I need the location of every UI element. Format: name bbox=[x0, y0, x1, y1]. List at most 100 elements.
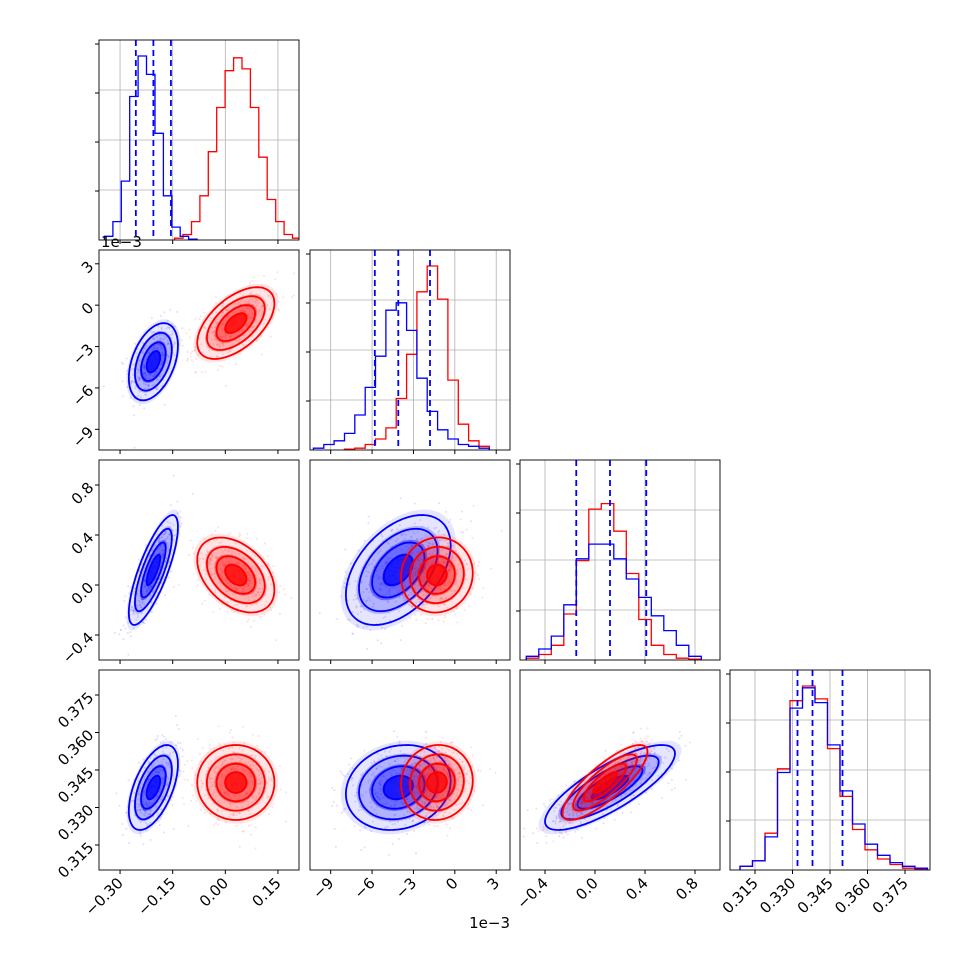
y-tick-label: −3 bbox=[69, 340, 97, 368]
scatter-point-series-a bbox=[192, 493, 194, 495]
scatter-point-series-b bbox=[250, 626, 252, 628]
scatter-point-series-a bbox=[558, 835, 560, 837]
scatter-point-series-a bbox=[170, 504, 172, 506]
scatter-point-series-b bbox=[285, 791, 287, 793]
scatter-point-series-b bbox=[182, 797, 184, 799]
scatter-point-series-b bbox=[444, 617, 446, 619]
scatter-point-series-a bbox=[581, 837, 583, 839]
scatter-point-series-b bbox=[279, 613, 281, 615]
scatter-point-series-b bbox=[248, 825, 250, 827]
scatter-point-series-b bbox=[447, 835, 449, 837]
scatter-point-series-a bbox=[689, 742, 691, 744]
scatter-point-series-a bbox=[630, 811, 632, 813]
scatter-point-series-a bbox=[182, 345, 184, 347]
scatter-point-series-b bbox=[222, 366, 224, 368]
y-tick-label: 3 bbox=[78, 257, 97, 276]
scatter-point-series-b bbox=[248, 619, 250, 621]
y-tick-label: −0.4 bbox=[59, 629, 97, 667]
y-tick-label: 0.330 bbox=[54, 801, 97, 844]
scatter-point-series-a bbox=[133, 447, 135, 449]
scatter-point-series-b bbox=[449, 827, 451, 829]
x-tick-label: 0.15 bbox=[248, 874, 284, 910]
scatter-point-series-a bbox=[161, 734, 163, 736]
scatter-point-series-b bbox=[279, 765, 281, 767]
scatter-point-series-b bbox=[190, 540, 192, 542]
scatter-point-series-b bbox=[260, 616, 262, 618]
panel-2-0: −0.40.00.40.8 bbox=[59, 460, 299, 667]
scatter-point-series-b bbox=[213, 824, 215, 826]
scatter-point-series-a bbox=[150, 839, 152, 841]
scatter-point-series-a bbox=[138, 762, 140, 764]
scatter-point-series-b bbox=[187, 825, 189, 827]
scatter-point-series-b bbox=[467, 808, 469, 810]
scatter-point-series-b bbox=[204, 600, 206, 602]
scatter-point-series-a bbox=[544, 806, 546, 808]
scatter-point-series-b bbox=[284, 594, 286, 596]
scatter-point-series-a bbox=[359, 830, 361, 832]
scatter-point-series-a bbox=[661, 797, 663, 799]
scatter-point-series-b bbox=[389, 797, 391, 799]
scatter-point-series-a bbox=[159, 824, 161, 826]
scatter-point-series-a bbox=[120, 629, 122, 631]
scatter-point-series-a bbox=[614, 819, 616, 821]
scatter-point-series-a bbox=[138, 559, 140, 561]
scatter-point-series-a bbox=[545, 842, 547, 844]
scatter-point-series-a bbox=[140, 835, 142, 837]
scatter-point-series-a bbox=[333, 801, 335, 803]
scatter-point-series-a bbox=[118, 633, 120, 635]
scatter-point-series-b bbox=[192, 794, 194, 796]
scatter-point-series-b bbox=[399, 595, 401, 597]
scatter-point-series-b bbox=[178, 584, 180, 586]
scatter-point-series-b bbox=[396, 588, 398, 590]
scatter-point-series-b bbox=[282, 296, 284, 298]
scatter-point-series-a bbox=[674, 787, 676, 789]
scatter-point-series-b bbox=[378, 568, 380, 570]
scatter-point-series-b bbox=[293, 295, 295, 297]
scatter-point-series-a bbox=[344, 549, 346, 551]
scatter-point-series-a bbox=[380, 642, 382, 644]
scatter-point-series-a bbox=[178, 728, 180, 730]
scatter-point-series-b bbox=[428, 530, 430, 532]
scatter-point-series-b bbox=[194, 318, 196, 320]
scatter-point-series-a bbox=[151, 317, 153, 319]
scatter-point-series-a bbox=[406, 833, 408, 835]
scatter-point-series-a bbox=[164, 594, 166, 596]
scatter-point-series-b bbox=[255, 826, 257, 828]
scatter-point-series-b bbox=[483, 587, 485, 589]
scatter-point-series-a bbox=[163, 311, 165, 313]
scatter-point-series-b bbox=[409, 617, 411, 619]
scatter-point-series-b bbox=[280, 789, 282, 791]
scatter-point-series-a bbox=[181, 523, 183, 525]
scatter-point-series-b bbox=[270, 336, 272, 338]
scatter-point-series-b bbox=[477, 565, 479, 567]
scatter-point-series-b bbox=[479, 770, 481, 772]
scatter-point-series-a bbox=[319, 612, 321, 614]
scatter-point-series-b bbox=[272, 803, 274, 805]
scatter-point-series-a bbox=[125, 627, 127, 629]
scatter-point-series-b bbox=[253, 620, 255, 622]
scatter-point-series-b bbox=[490, 568, 492, 570]
scatter-point-series-b bbox=[227, 611, 229, 613]
scatter-point-series-b bbox=[242, 726, 244, 728]
scatter-point-series-b bbox=[238, 536, 240, 538]
scatter-point-series-a bbox=[154, 739, 156, 741]
scatter-point-series-b bbox=[267, 555, 269, 557]
y-tick-label: 0.360 bbox=[54, 726, 97, 769]
scatter-point-series-b bbox=[653, 748, 655, 750]
scatter-point-series-b bbox=[191, 359, 193, 361]
scatter-point-series-a bbox=[414, 503, 416, 505]
scatter-point-series-b bbox=[225, 385, 227, 387]
scatter-point-series-b bbox=[230, 729, 232, 731]
scatter-point-series-b bbox=[249, 282, 251, 284]
scatter-point-series-b bbox=[247, 533, 249, 535]
scatter-point-series-a bbox=[156, 603, 158, 605]
scatter-point-series-a bbox=[595, 828, 597, 830]
scatter-point-series-a bbox=[393, 730, 395, 732]
scatter-point-series-a bbox=[172, 804, 174, 806]
scatter-point-series-b bbox=[199, 318, 201, 320]
scatter-point-series-a bbox=[181, 327, 183, 329]
scatter-point-series-a bbox=[139, 404, 141, 406]
scatter-point-series-b bbox=[589, 816, 591, 818]
